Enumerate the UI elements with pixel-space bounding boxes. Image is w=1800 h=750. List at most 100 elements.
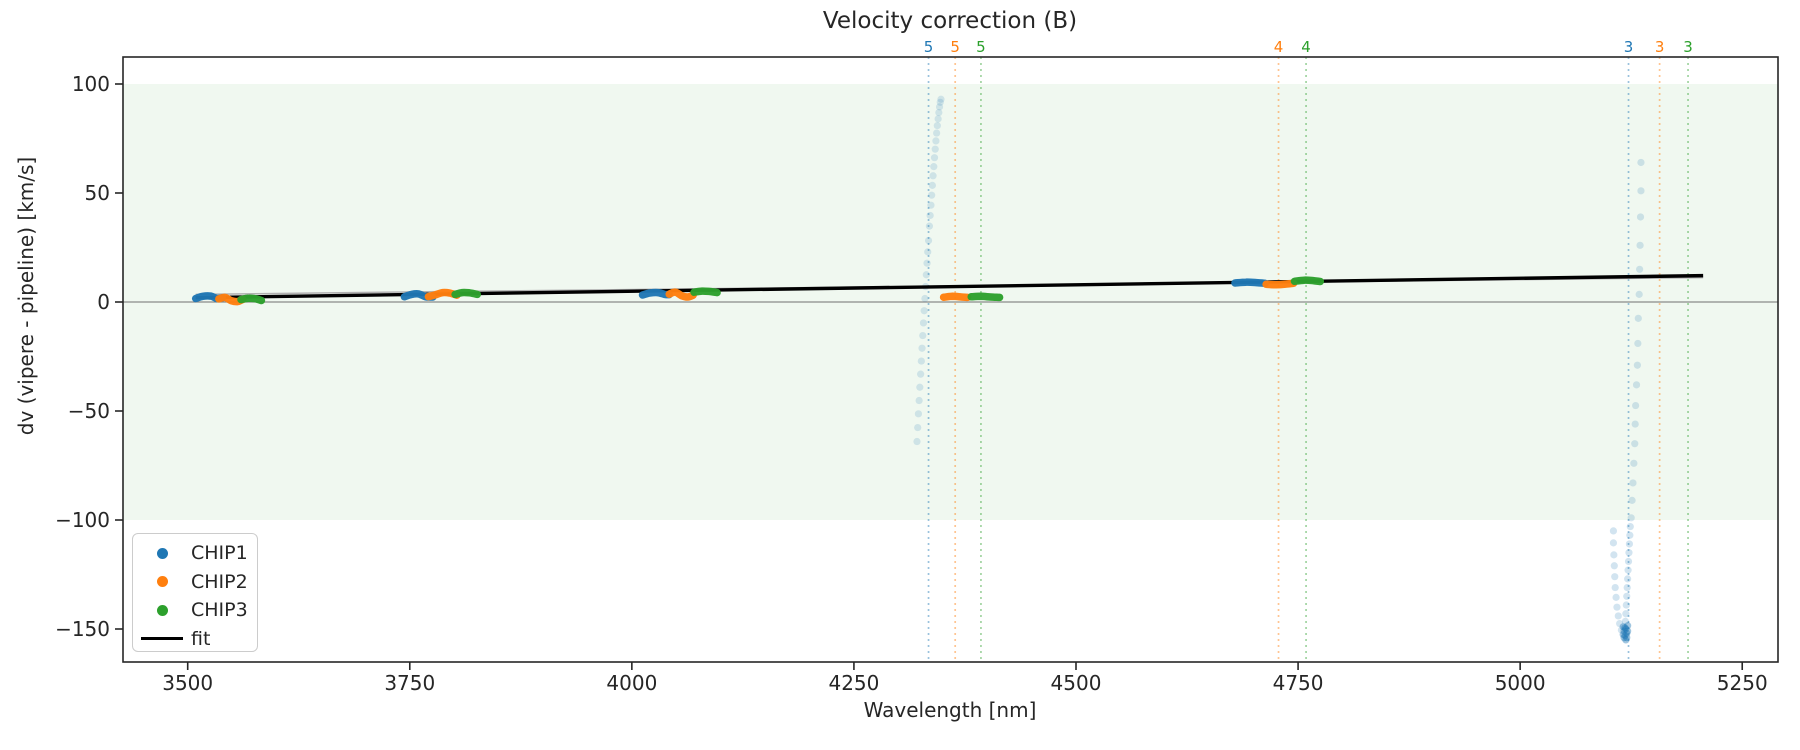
outlier-dot	[924, 236, 933, 245]
y-axis-label: dv (vipere - pipeline) [km/s]	[14, 156, 38, 436]
outlier-dot	[924, 248, 932, 256]
outlier-dot	[913, 437, 921, 446]
data-cluster-chip2	[939, 292, 972, 302]
y-tick-label: 50	[85, 181, 110, 205]
outlier-dot	[1623, 629, 1631, 637]
order-label: 4	[1301, 38, 1311, 56]
x-tick-label: 5250	[1717, 671, 1768, 695]
legend-dot-marker	[133, 547, 191, 559]
outlier-dot	[1624, 622, 1632, 630]
outlier-dot	[1621, 617, 1630, 625]
outlier-dot	[1635, 290, 1643, 298]
outlier-dot	[1611, 573, 1619, 581]
outlier-dot	[1625, 540, 1634, 548]
outlier-dot	[935, 108, 943, 117]
outlier-dot	[1636, 213, 1645, 221]
outlier-dot	[1609, 539, 1618, 547]
outlier-dot	[918, 344, 926, 352]
outlier-dot	[917, 370, 925, 378]
outlier-dot	[914, 423, 922, 432]
data-cluster-chip3	[451, 288, 482, 299]
outlier-dot	[1624, 575, 1632, 583]
y-tick-label: −50	[68, 399, 110, 423]
legend-label: CHIP2	[191, 570, 248, 593]
data-cluster-chip3	[967, 292, 1004, 302]
outlier-dot	[1623, 583, 1631, 592]
data-cluster-chip2	[665, 288, 697, 301]
data-cluster-chip3	[1290, 276, 1325, 286]
x-tick-label: 4750	[1273, 671, 1324, 695]
y-tick-label: 100	[72, 72, 110, 96]
outlier-dot	[934, 115, 942, 123]
x-tick-label: 4000	[606, 671, 657, 695]
outlier-dot	[1616, 619, 1624, 628]
outlier-dot	[915, 396, 923, 405]
outlier-dot	[1619, 623, 1627, 631]
chart-title: Velocity correction (B)	[822, 8, 1078, 34]
outlier-dot	[1622, 636, 1630, 644]
order-label: 5	[950, 38, 960, 56]
outlier-dot	[1614, 612, 1622, 620]
legend-item-chip2: CHIP2	[133, 568, 257, 597]
axes-spines	[122, 56, 1779, 663]
data-cluster-chip1	[1231, 278, 1269, 288]
outlier-dot	[1611, 583, 1619, 592]
outlier-dot	[1632, 401, 1640, 410]
outlier-dot	[1637, 187, 1645, 195]
x-axis-label: Wavelength [nm]	[863, 698, 1037, 722]
legend-dot-marker	[133, 576, 191, 588]
order-label: 5	[976, 38, 986, 56]
outlier-dot	[933, 129, 941, 137]
x-tick-label: 5000	[1495, 671, 1546, 695]
outlier-dot	[933, 122, 941, 130]
outlier-dot	[1636, 265, 1644, 273]
outlier-dot	[1610, 562, 1618, 570]
outlier-dot	[927, 201, 935, 209]
outlier-dot	[920, 307, 928, 315]
outlier-dot	[1622, 625, 1630, 633]
outlier-dot	[1636, 241, 1644, 249]
outlier-dot	[1622, 601, 1630, 609]
outlier-dot	[919, 331, 927, 340]
data-cluster-chip3	[237, 294, 266, 305]
outlier-dot	[1624, 557, 1633, 566]
x-tick-label: 4500	[1051, 671, 1102, 695]
outlier-dot	[1621, 631, 1629, 640]
outlier-dot	[1623, 592, 1631, 600]
outlier-dot	[1613, 603, 1621, 611]
order-label: 4	[1274, 38, 1284, 56]
outlier-dot	[932, 137, 940, 145]
outlier-dot	[1633, 361, 1642, 369]
legend-line-marker	[133, 637, 191, 641]
legend-label: CHIP3	[191, 599, 248, 622]
outlier-dot	[931, 145, 939, 153]
order-label: 5	[924, 38, 934, 56]
order-label: 3	[1683, 38, 1693, 56]
order-label: 3	[1624, 38, 1634, 56]
outlier-dot	[923, 259, 931, 267]
data-cluster-chip1	[638, 288, 673, 299]
outlier-dot	[1619, 630, 1627, 639]
outlier-dot	[917, 357, 925, 365]
outlier-dot	[1621, 624, 1629, 632]
outlier-dot	[1610, 551, 1618, 559]
data-cluster-chip3	[690, 287, 721, 297]
legend-item-chip3: CHIP3	[133, 596, 257, 625]
outlier-dot	[1625, 549, 1633, 557]
data-cluster-chip2	[1262, 279, 1298, 289]
outlier-dot	[1637, 158, 1645, 167]
outlier-dot	[937, 95, 945, 103]
outlier-dot	[1612, 593, 1620, 601]
outlier-dot	[1634, 339, 1642, 348]
outlier-dot	[1631, 440, 1639, 448]
outlier-dot	[1634, 314, 1642, 322]
outlier-dot	[1632, 381, 1641, 389]
order-label: 3	[1655, 38, 1665, 56]
marker-swatch	[156, 547, 168, 559]
outlier-dot	[1620, 634, 1628, 642]
outlier-dot	[1622, 610, 1630, 618]
outlier-dot	[1620, 627, 1628, 635]
outlier-dot	[1609, 527, 1618, 535]
outlier-dot	[1621, 624, 1629, 632]
legend-dot-marker	[133, 604, 191, 616]
